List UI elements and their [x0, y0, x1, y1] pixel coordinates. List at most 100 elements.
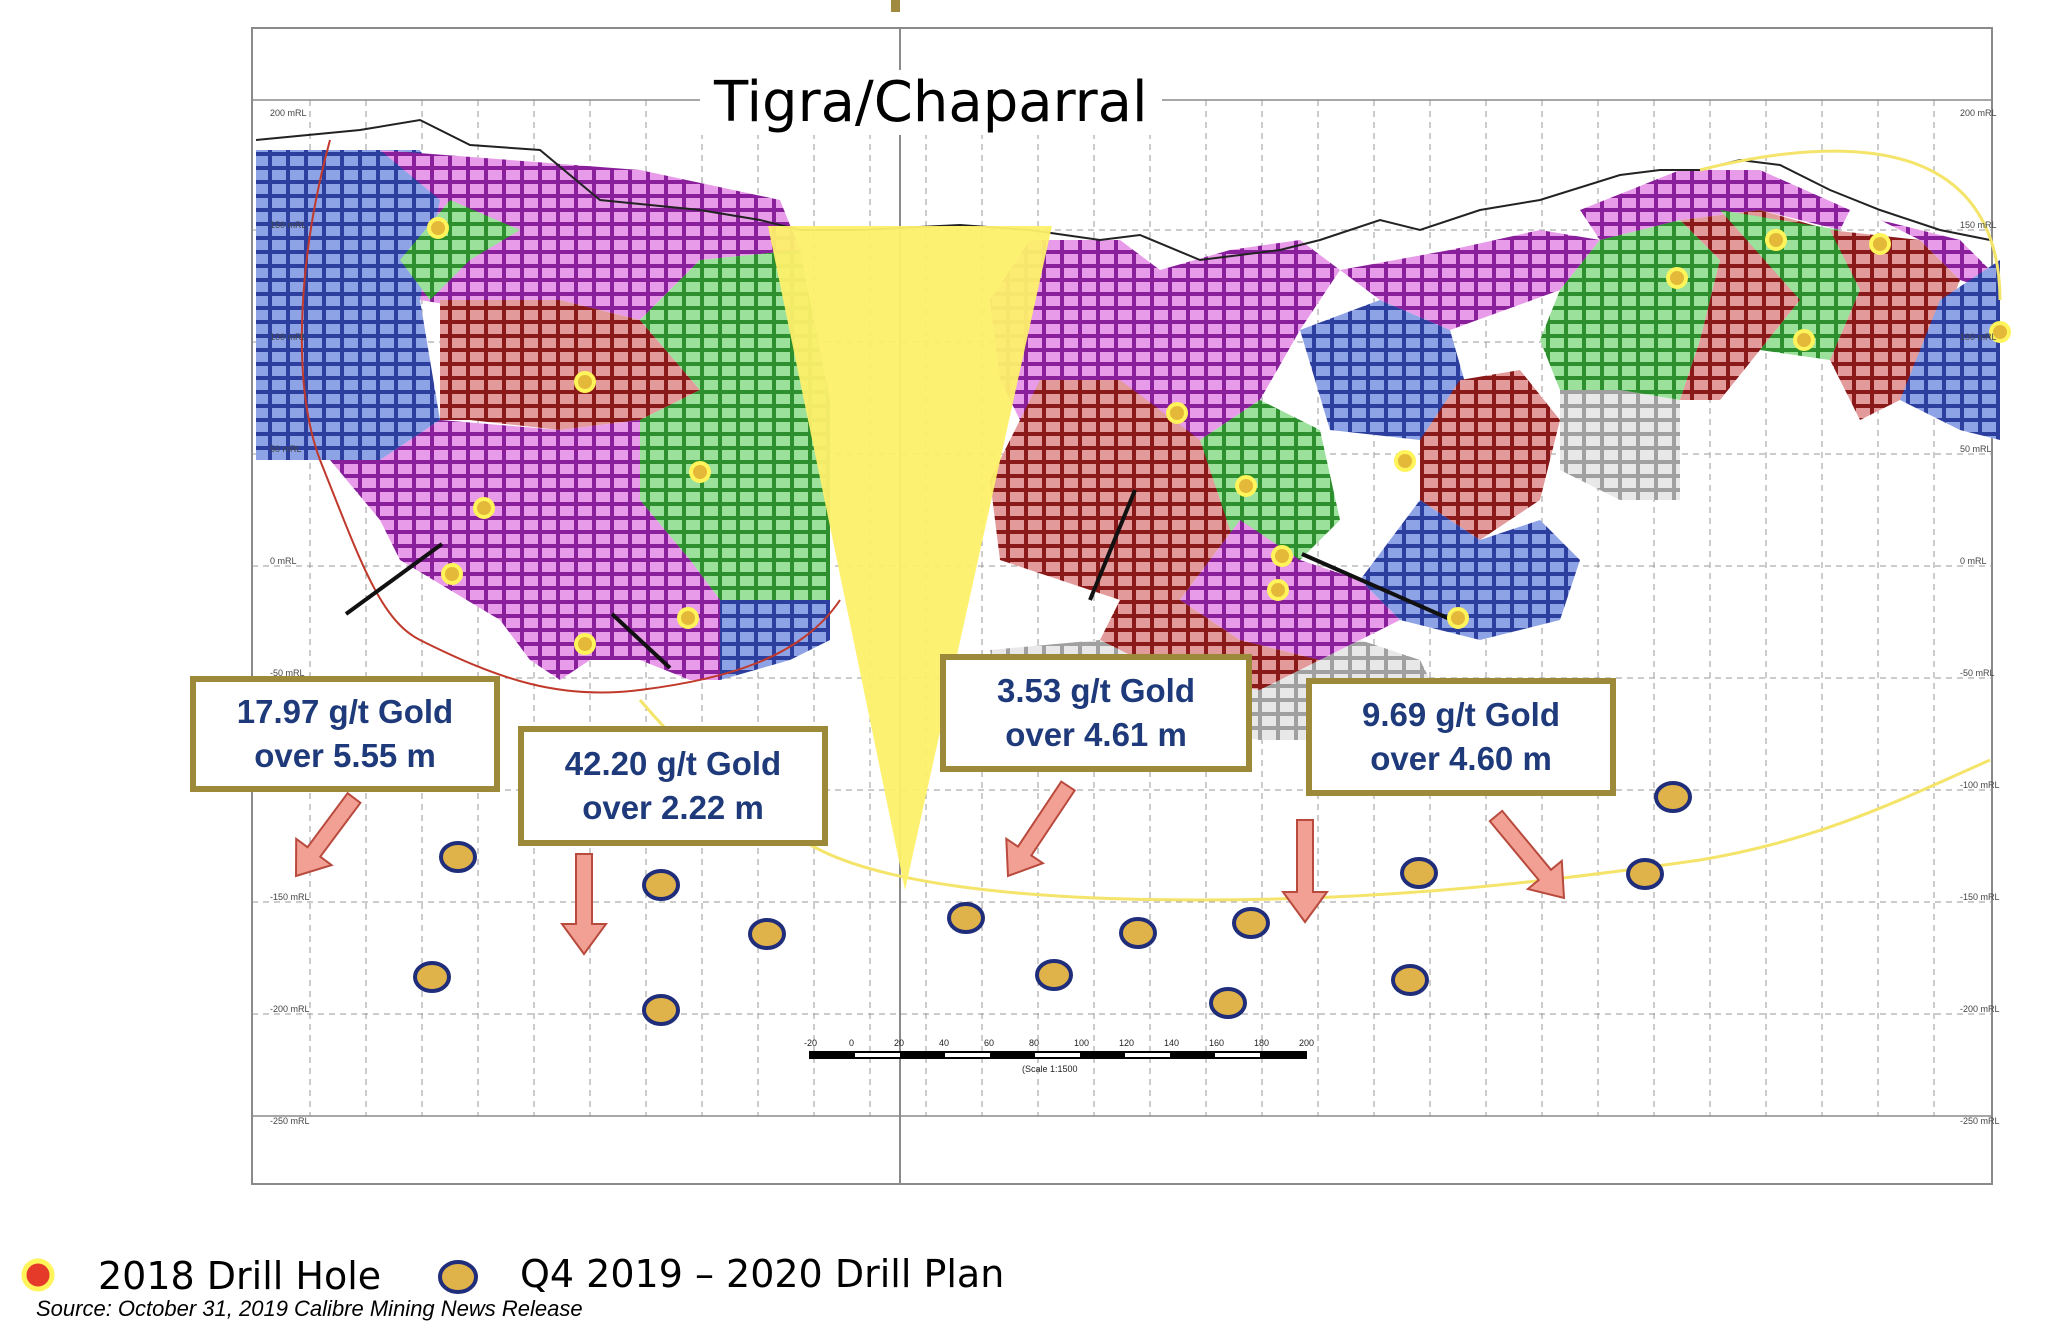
block-model-right [990, 170, 2000, 740]
drill-hole-2018 [1765, 229, 1787, 251]
elevation-label-left: -50 mRL [270, 668, 305, 678]
elevation-label-right: 50 mRL [1960, 444, 1992, 454]
drill-traces [344, 489, 1453, 670]
callout-4-width: over 4.60 m [1370, 740, 1552, 777]
scale-tick-label: -20 [804, 1038, 817, 1048]
elevation-label-right: 0 mRL [1960, 556, 1987, 566]
drill-hole-2018 [689, 461, 711, 483]
planned-drill-hole [642, 994, 680, 1026]
intercept-callout-1: 17.97 g/t Gold over 5.55 m [190, 676, 500, 792]
scale-tick-label: 120 [1119, 1038, 1134, 1048]
callout-3-grade: 3.53 g/t Gold [996, 672, 1196, 709]
planned-drill-hole [1391, 964, 1429, 996]
callout-arrow [1281, 819, 1329, 924]
elevation-label-left: 50 mRL [270, 444, 302, 454]
drill-hole-2018 [441, 563, 463, 585]
scale-tick-label: 160 [1209, 1038, 1224, 1048]
elevation-label-right: -150 mRL [1960, 892, 2000, 902]
elevation-label-right: 150 mRL [1960, 220, 1997, 230]
scale-tick-label: 0 [849, 1038, 854, 1048]
drill-hole-2018 [1793, 329, 1815, 351]
scale-tick-label: 80 [1029, 1038, 1039, 1048]
pit-outline-red [300, 139, 841, 694]
drill-hole-2018 [1447, 607, 1469, 629]
planned-drill-hole [1400, 857, 1438, 889]
drill-hole-2018 [427, 217, 449, 239]
elevation-label-left: 200 mRL [270, 108, 307, 118]
planned-drill-hole [642, 869, 680, 901]
elevation-label-right: 200 mRL [1960, 108, 1997, 118]
planned-drill-hole [947, 902, 985, 934]
callout-arrow [560, 853, 608, 956]
legend-2018-label: 2018 Drill Hole [98, 1254, 382, 1298]
callout-2-width: over 2.22 m [582, 789, 764, 826]
drill-hole-2018 [1666, 267, 1688, 289]
elevation-label-left: -150 mRL [270, 892, 310, 902]
callout-arrow [294, 791, 362, 878]
planned-drill-hole [748, 918, 786, 950]
block-model-left [256, 150, 830, 680]
intercept-callout-4: 9.69 g/t Gold over 4.60 m [1306, 678, 1616, 796]
planned-drill-hole [439, 841, 477, 873]
planned-drill-hole [1232, 907, 1270, 939]
elevation-label-left: -250 mRL [270, 1116, 310, 1126]
intercept-callout-3: 3.53 g/t Gold over 4.61 m [940, 654, 1252, 772]
planned-drill-hole [1209, 987, 1247, 1019]
scale-tick-label: 60 [984, 1038, 994, 1048]
intercept-callout-2: 42.20 g/t Gold over 2.22 m [518, 726, 828, 846]
planned-holes-group [413, 781, 1692, 1026]
drill-hole-2018 [1869, 233, 1891, 255]
top-marker [891, 0, 900, 12]
callout-1-width: over 5.55 m [254, 737, 436, 774]
planned-drill-hole [1654, 781, 1692, 813]
planned-drill-hole [413, 961, 451, 993]
drill-hole-2018 [1394, 450, 1416, 472]
elevation-label-right: -200 mRL [1960, 1004, 2000, 1014]
drill-hole-2018 [1166, 402, 1188, 424]
legend-2018-hole-icon [21, 1258, 55, 1292]
scale-tick-label: 180 [1254, 1038, 1269, 1048]
elevation-label-left: 0 mRL [270, 556, 297, 566]
callout-1-grade: 17.97 g/t Gold [236, 693, 454, 730]
elevation-label-left: -200 mRL [270, 1004, 310, 1014]
drill-hole-2018 [473, 497, 495, 519]
scale-bar: -20 0 20 40 60 80 100 120 140 160 180 200 (Scale 1:… [804, 1038, 1314, 1074]
elevation-label-left: 150 mRL [270, 220, 307, 230]
drill-hole-2018 [1267, 579, 1289, 601]
pit-outline-yellow-right [1699, 149, 2002, 301]
scale-tick-label: 40 [939, 1038, 949, 1048]
elevation-label-right: -50 mRL [1960, 668, 1995, 678]
legend-plan-label: Q4 2019 – 2020 Drill Plan [520, 1252, 1005, 1296]
drill-hole-2018 [677, 607, 699, 629]
planned-drill-hole [1626, 858, 1664, 890]
drill-holes-2018-group [427, 217, 2011, 655]
planned-drill-hole [1119, 917, 1157, 949]
section-title: Tigra/Chaparral [700, 70, 1162, 135]
scale-tick-label: 140 [1164, 1038, 1179, 1048]
callout-arrows [294, 780, 1566, 956]
elevation-label-right: -250 mRL [1960, 1116, 2000, 1126]
scale-tick-label: 20 [894, 1038, 904, 1048]
legend-plan-hole-icon [438, 1260, 478, 1294]
section-window-wedge [768, 226, 1052, 890]
callout-3-width: over 4.61 m [1005, 716, 1187, 753]
elevation-label-right: 100 mRL [1960, 332, 1997, 342]
drill-hole-2018 [1271, 545, 1293, 567]
planned-drill-hole [1035, 959, 1073, 991]
callout-4-grade: 9.69 g/t Gold [1361, 696, 1561, 733]
callout-arrow [1488, 809, 1566, 900]
scale-tick-label: 200 [1299, 1038, 1314, 1048]
elevation-label-left: 100 mRL [270, 332, 307, 342]
callout-arrow [1005, 780, 1077, 878]
elevation-label-right: -100 mRL [1960, 780, 2000, 790]
drill-hole-2018 [1989, 321, 2011, 343]
drill-hole-2018 [574, 371, 596, 393]
source-note: Source: October 31, 2019 Calibre Mining … [36, 1296, 583, 1321]
drill-hole-2018 [574, 633, 596, 655]
scale-tick-label: 100 [1074, 1038, 1089, 1048]
scale-caption: (Scale 1:1500 [1022, 1064, 1078, 1074]
callout-2-grade: 42.20 g/t Gold [564, 745, 782, 782]
drill-hole-2018 [1235, 475, 1257, 497]
